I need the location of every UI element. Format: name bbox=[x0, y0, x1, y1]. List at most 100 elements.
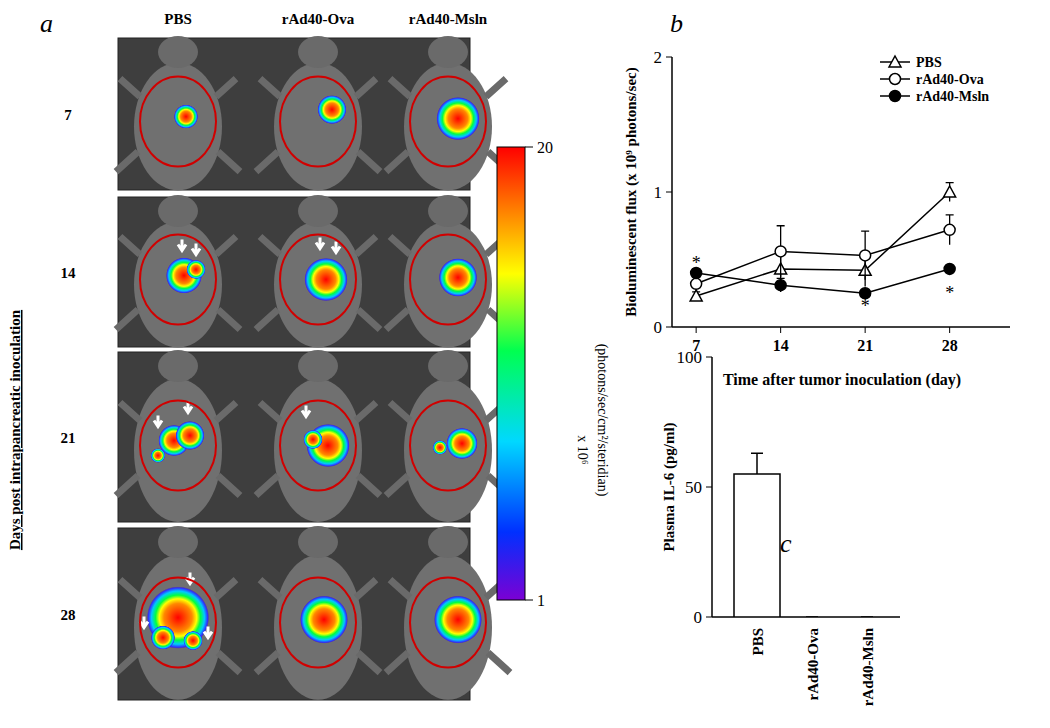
colorbar-tick bbox=[525, 147, 533, 148]
bioluminescence bbox=[433, 440, 447, 454]
colorbar bbox=[497, 147, 525, 600]
y-tick-label: 100 bbox=[677, 348, 703, 367]
legend-marker bbox=[889, 56, 901, 67]
y-tick-label: 0 bbox=[694, 608, 703, 627]
mouse-body bbox=[134, 63, 222, 191]
colorbar-tick bbox=[525, 600, 533, 601]
significance: * bbox=[861, 296, 870, 316]
error-bar bbox=[806, 616, 818, 617]
mouse-legs bbox=[256, 237, 380, 330]
y-tick bbox=[706, 487, 712, 488]
mouse-legs bbox=[116, 403, 240, 496]
x-axis bbox=[672, 326, 1010, 328]
y-tick bbox=[666, 57, 672, 58]
significance: * bbox=[692, 253, 701, 273]
mouse-body bbox=[274, 555, 362, 699]
legend-label: PBS bbox=[916, 55, 942, 70]
figure: a PBS rAd40-Ova rAd40-Msln 7 14 21 28 Days post … bbox=[0, 0, 1050, 728]
x-tick-label: 14 bbox=[773, 337, 789, 354]
column-header: PBS bbox=[164, 11, 192, 27]
y-tick bbox=[666, 327, 672, 328]
legend-label: rAd40-Msln bbox=[916, 89, 989, 104]
mouse-body bbox=[274, 63, 362, 191]
legend-label: rAd40-Ova bbox=[916, 72, 984, 87]
marker bbox=[944, 224, 955, 235]
mouse-head bbox=[298, 350, 338, 382]
region-of-interest bbox=[410, 401, 486, 491]
mouse-legs bbox=[116, 237, 240, 330]
mouse-legs bbox=[386, 237, 510, 330]
arrow bbox=[192, 244, 200, 255]
x-tick bbox=[696, 327, 697, 333]
arrow bbox=[332, 242, 340, 253]
arrow bbox=[302, 406, 310, 417]
mouse-head bbox=[428, 36, 468, 68]
mouse-legs bbox=[386, 403, 510, 496]
row-axis-label: Days post intrapancreatic inoculation bbox=[7, 309, 23, 550]
series-line bbox=[696, 230, 950, 284]
series-line bbox=[696, 192, 950, 296]
marker bbox=[691, 278, 702, 289]
marker bbox=[860, 250, 871, 261]
bioluminescence bbox=[436, 97, 479, 140]
x-tick-label: 21 bbox=[857, 337, 873, 354]
y-tick bbox=[666, 192, 672, 193]
arrow bbox=[204, 627, 212, 638]
mouse-body bbox=[404, 555, 492, 699]
mouse-legs bbox=[256, 79, 380, 172]
significance: * bbox=[945, 283, 954, 303]
bioluminescence bbox=[318, 95, 347, 124]
y-tick-label: 50 bbox=[685, 478, 702, 497]
colorbar-tick-label: 1 bbox=[537, 592, 545, 609]
row-label: 21 bbox=[61, 430, 76, 446]
row-label: 28 bbox=[61, 607, 76, 623]
mouse-head bbox=[298, 195, 338, 227]
bioluminescence bbox=[151, 448, 165, 462]
row-label: 7 bbox=[64, 107, 72, 123]
y-axis-label: Plasma IL-6 (pg/ml) bbox=[661, 422, 678, 551]
y-tick bbox=[706, 617, 712, 618]
mouse-legs bbox=[116, 79, 240, 172]
y-tick bbox=[706, 357, 712, 358]
bioluminescence bbox=[303, 430, 322, 449]
x-tick bbox=[949, 327, 950, 333]
panel-label: c bbox=[780, 529, 792, 558]
mouse-head bbox=[298, 526, 338, 558]
mouse-head bbox=[428, 195, 468, 227]
panel-label: a bbox=[40, 9, 53, 38]
legend-marker bbox=[890, 91, 901, 102]
bioluminescence bbox=[186, 260, 205, 279]
bioluminescence bbox=[304, 258, 347, 301]
column-header: rAd40-Msln bbox=[409, 11, 488, 27]
region-of-interest bbox=[280, 77, 356, 167]
bioluminescence bbox=[439, 258, 477, 296]
x-tick bbox=[780, 327, 781, 333]
bioluminescence bbox=[183, 631, 202, 650]
mouse-body bbox=[134, 555, 222, 699]
mouse-head bbox=[158, 350, 198, 382]
region-of-interest bbox=[280, 401, 356, 491]
region-of-interest bbox=[140, 401, 216, 491]
mouse-head bbox=[158, 195, 198, 227]
panel-label: b bbox=[670, 9, 683, 38]
marker bbox=[944, 263, 955, 274]
mouse-head bbox=[298, 36, 338, 68]
bioluminescence bbox=[151, 626, 175, 650]
mouse-body bbox=[404, 63, 492, 191]
region-of-interest bbox=[410, 77, 486, 167]
bar bbox=[789, 616, 835, 617]
mouse-body bbox=[274, 222, 362, 348]
y-tick-label: 0 bbox=[654, 318, 663, 337]
arrow bbox=[154, 416, 162, 427]
mouse-legs bbox=[116, 580, 240, 673]
row-label: 14 bbox=[61, 265, 77, 281]
colorbar-tick-label: 20 bbox=[537, 139, 553, 156]
marker bbox=[944, 186, 956, 197]
column-header: rAd40-Ova bbox=[282, 11, 355, 27]
marker bbox=[775, 280, 786, 291]
mouse-head bbox=[428, 350, 468, 382]
region-of-interest bbox=[140, 235, 216, 325]
region-of-interest bbox=[410, 235, 486, 325]
bioluminescence bbox=[300, 596, 348, 644]
x-tick-label: 28 bbox=[942, 337, 958, 354]
